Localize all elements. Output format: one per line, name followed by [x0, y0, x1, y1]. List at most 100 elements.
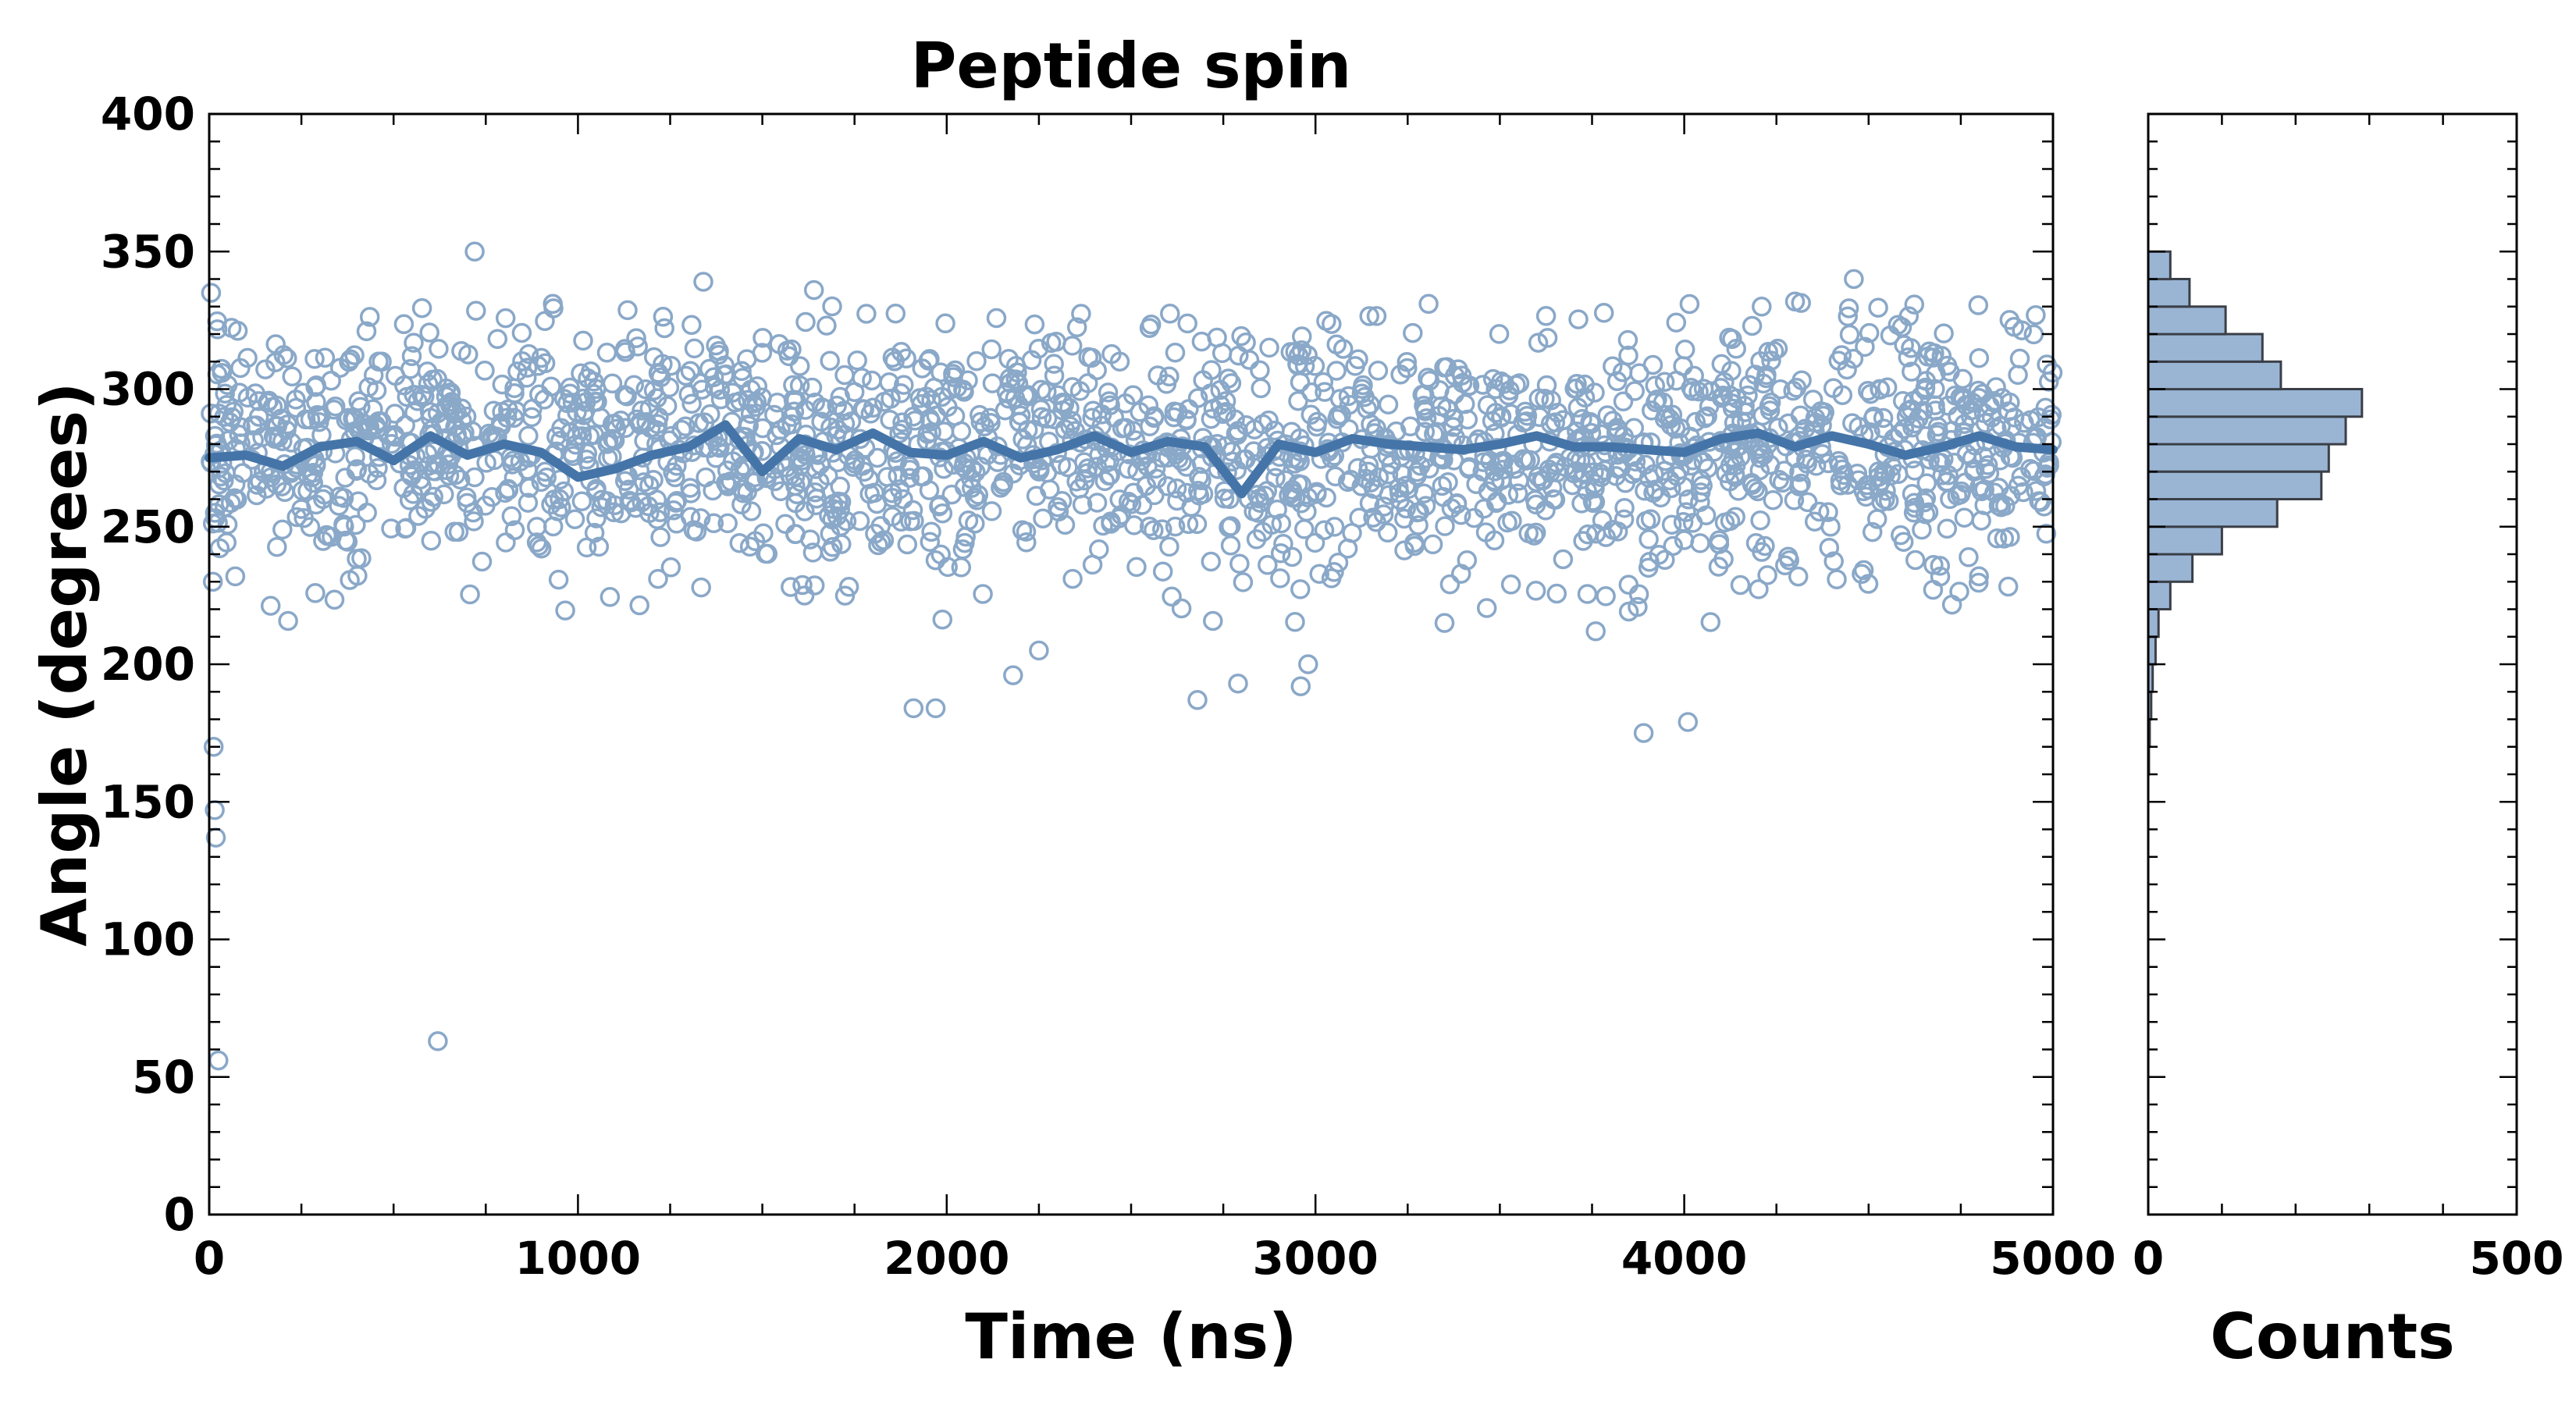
scatter-point: [313, 531, 333, 551]
histogram-bar: [2147, 360, 2282, 391]
scatter-point: [1752, 297, 1772, 317]
scatter-point: [646, 489, 667, 510]
scatter-point: [529, 384, 550, 405]
scatter-point: [624, 375, 644, 395]
scatter-point: [495, 308, 516, 329]
scatter-point: [357, 503, 377, 523]
scatter-point: [1397, 357, 1418, 379]
scatter-point: [1713, 385, 1734, 406]
scatter-point: [237, 347, 258, 368]
scatter-point: [1396, 475, 1416, 496]
scatter-point: [602, 373, 623, 394]
scatter-point: [1888, 464, 1909, 485]
scatter-point: [1030, 399, 1051, 420]
scatter-point: [1814, 402, 1834, 422]
scatter-point: [617, 300, 638, 321]
scatter-point: [543, 516, 564, 537]
scatter-point: [856, 304, 877, 324]
main-plot-frame: [208, 112, 2055, 1216]
scatter-point: [1200, 383, 1221, 404]
scatter-point: [1540, 413, 1561, 434]
y-tick-label: 50: [132, 1051, 195, 1104]
scatter-point: [381, 518, 401, 539]
scatter-point: [1493, 459, 1514, 480]
scatter-point: [1258, 555, 1278, 575]
x-tick-label: 2000: [884, 1232, 1009, 1285]
scatter-point: [1728, 481, 1749, 501]
scatter-point: [1147, 468, 1167, 489]
scatter-point: [205, 503, 226, 523]
scatter-point: [730, 391, 750, 411]
scatter-point: [421, 530, 442, 551]
scatter-point: [1253, 521, 1273, 542]
scatter-point: [1359, 493, 1380, 514]
scatter-point: [1419, 370, 1440, 391]
scatter-point: [680, 361, 701, 382]
scatter-point: [308, 405, 328, 426]
scatter-point: [1873, 407, 1894, 429]
scatter-point: [1642, 354, 1663, 375]
scatter-point: [1187, 514, 1208, 535]
scatter-point: [834, 400, 855, 421]
scatter-point: [1618, 345, 1638, 366]
scatter-point: [419, 322, 439, 343]
scatter-point: [1159, 536, 1179, 557]
scatter-point: [888, 465, 909, 486]
scatter-point: [1140, 416, 1160, 436]
scatter-point: [1788, 566, 1809, 587]
scatter-point: [610, 411, 632, 431]
scatter-point: [1326, 361, 1347, 381]
scatter-point: [707, 436, 728, 457]
scatter-point: [1902, 361, 1922, 382]
y-tick-label: 250: [101, 500, 195, 553]
scatter-point: [970, 411, 991, 432]
scatter-point: [1509, 373, 1530, 393]
scatter-point: [1937, 471, 1957, 492]
scatter-point: [1914, 492, 1935, 513]
scatter-point: [739, 536, 760, 557]
scatter-point: [783, 375, 803, 396]
scatter-point: [860, 404, 881, 424]
scatter-point: [1332, 339, 1354, 359]
scatter-point: [632, 400, 652, 421]
scatter-point: [1244, 441, 1264, 461]
scatter-point: [408, 506, 429, 526]
scatter-point: [1828, 350, 1849, 371]
scatter-point: [1679, 293, 1700, 315]
scatter-point: [1723, 449, 1744, 469]
scatter-point: [566, 425, 587, 446]
scatter-point: [272, 519, 293, 540]
scatter-point: [585, 391, 605, 412]
scatter-point: [340, 570, 360, 590]
x-tick-labels: 0 1000 2000 3000 4000 5000: [194, 1232, 2116, 1285]
scatter-point: [1748, 481, 1768, 502]
scatter-point: [737, 482, 757, 502]
scatter-point: [1802, 389, 1823, 410]
scatter-point: [1758, 342, 1778, 362]
scatter-point: [1685, 411, 1706, 432]
running-average-line-path: [205, 420, 2058, 499]
scatter-point: [684, 338, 705, 359]
scatter-point: [1700, 612, 1721, 632]
scatter-point: [1998, 401, 2019, 422]
scatter-point: [1324, 517, 1345, 537]
scatter-point: [1337, 471, 1358, 493]
scatter-point: [789, 356, 810, 376]
scatter-point: [1606, 371, 1628, 392]
scatter-point: [1930, 453, 1952, 473]
scatter-point: [518, 425, 539, 446]
scatter-point: [1359, 306, 1379, 326]
scatter-point: [1507, 483, 1528, 503]
scatter-point: [282, 366, 302, 387]
scatter-point: [1236, 333, 1256, 353]
scatter-point: [1191, 454, 1212, 475]
chart-title: Peptide spin: [911, 30, 1351, 102]
scatter-point: [1536, 375, 1557, 396]
scatter-point: [880, 410, 900, 430]
scatter-point: [769, 334, 789, 354]
scatter-point: [444, 521, 464, 542]
histogram-bar: [2147, 278, 2191, 308]
scatter-point: [909, 388, 930, 408]
scatter-point: [1608, 459, 1629, 479]
scatter-point: [346, 514, 366, 535]
